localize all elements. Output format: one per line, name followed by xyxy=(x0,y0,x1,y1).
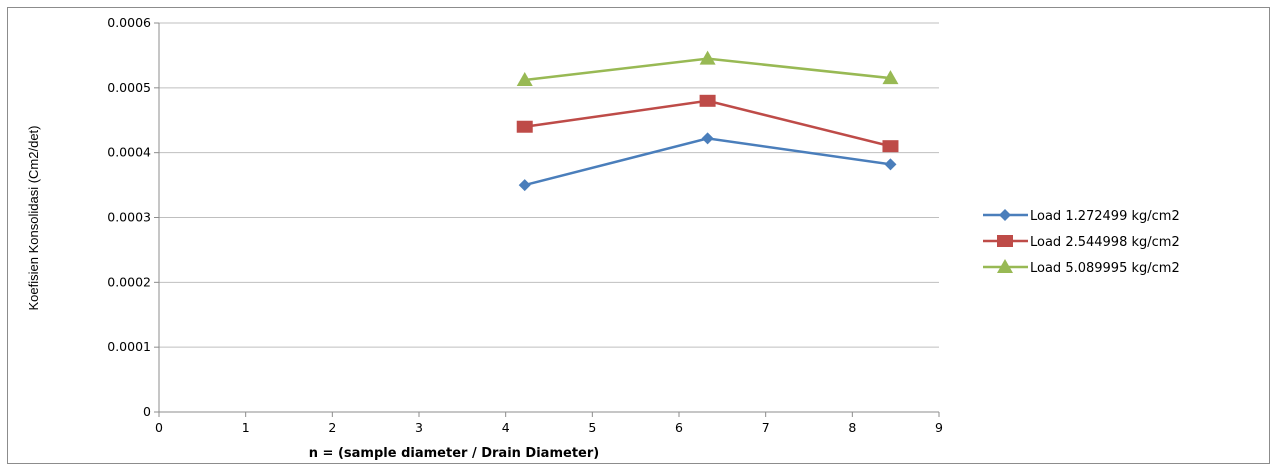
x-tick-label: 1 xyxy=(242,420,250,435)
legend-label: Load 1.272499 kg/cm2 xyxy=(1030,209,1180,224)
axes xyxy=(154,22,940,417)
y-tick-label: 0.0004 xyxy=(107,145,151,160)
series-2 xyxy=(516,94,899,153)
x-tick-label: 5 xyxy=(588,420,596,435)
x-tick-label: 4 xyxy=(502,420,510,435)
series-3 xyxy=(516,50,899,87)
series-group xyxy=(516,50,899,192)
chart-frame: 0 1 2 3 4 5 6 7 8 9 0 0.0001 0.0002 0.0003 0.0004 0.00… xyxy=(7,7,1270,464)
data-point xyxy=(882,70,899,85)
x-tick-label: 7 xyxy=(762,420,770,435)
x-tick-label: 9 xyxy=(935,420,943,435)
y-tick-label: 0.0003 xyxy=(107,210,151,225)
data-point xyxy=(516,72,533,87)
data-point xyxy=(701,132,714,145)
data-point xyxy=(518,179,531,192)
chart: 0 1 2 3 4 5 6 7 8 9 0 0.0001 0.0002 0.0003 0.0004 0.00… xyxy=(26,15,1180,461)
x-tick-label: 3 xyxy=(415,420,423,435)
legend-label: Load 2.544998 kg/cm2 xyxy=(1030,235,1180,250)
x-tick-label: 8 xyxy=(848,420,856,435)
data-point xyxy=(516,120,533,133)
y-tick-label: 0.0001 xyxy=(107,339,151,354)
legend-item: Load 2.544998 kg/cm2 xyxy=(983,235,1180,250)
legend-item: Load 1.272499 kg/cm2 xyxy=(983,209,1180,224)
x-axis-label: n = (sample diameter / Drain Diameter) xyxy=(309,446,599,461)
y-tick-label: 0.0005 xyxy=(107,80,151,95)
data-point xyxy=(884,158,897,171)
data-point xyxy=(699,50,716,65)
y-tick-label: 0.0006 xyxy=(107,15,151,30)
series-1 xyxy=(518,132,897,192)
series-line xyxy=(524,137,891,187)
legend-label: Load 5.089995 kg/cm2 xyxy=(1030,261,1180,276)
y-tick-label: 0 xyxy=(143,404,151,419)
legend-item: Load 5.089995 kg/cm2 xyxy=(983,259,1180,276)
data-point xyxy=(882,140,899,153)
x-tick-label: 0 xyxy=(155,420,163,435)
y-axis-label: Koefisien Konsolidasi (Cm2/det) xyxy=(26,126,41,311)
x-tick-label: 6 xyxy=(675,420,683,435)
legend: Load 1.272499 kg/cm2 Load 2.544998 kg/cm2… xyxy=(983,209,1180,276)
legend-marker xyxy=(999,209,1011,221)
grid xyxy=(159,22,939,348)
y-tick-labels: 0 0.0001 0.0002 0.0003 0.0004 0.0005 0.0006 xyxy=(107,15,151,419)
x-tick-labels: 0 1 2 3 4 5 6 7 8 9 xyxy=(155,420,943,435)
legend-marker xyxy=(997,235,1013,247)
data-point xyxy=(699,94,716,107)
y-tick-label: 0.0002 xyxy=(107,274,151,289)
legend-marker xyxy=(997,259,1013,273)
x-tick-label: 2 xyxy=(328,420,336,435)
